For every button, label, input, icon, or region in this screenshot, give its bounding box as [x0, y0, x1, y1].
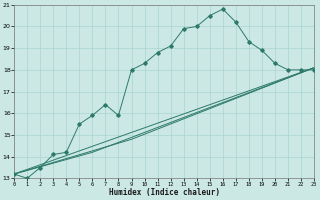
X-axis label: Humidex (Indice chaleur): Humidex (Indice chaleur): [108, 188, 220, 197]
